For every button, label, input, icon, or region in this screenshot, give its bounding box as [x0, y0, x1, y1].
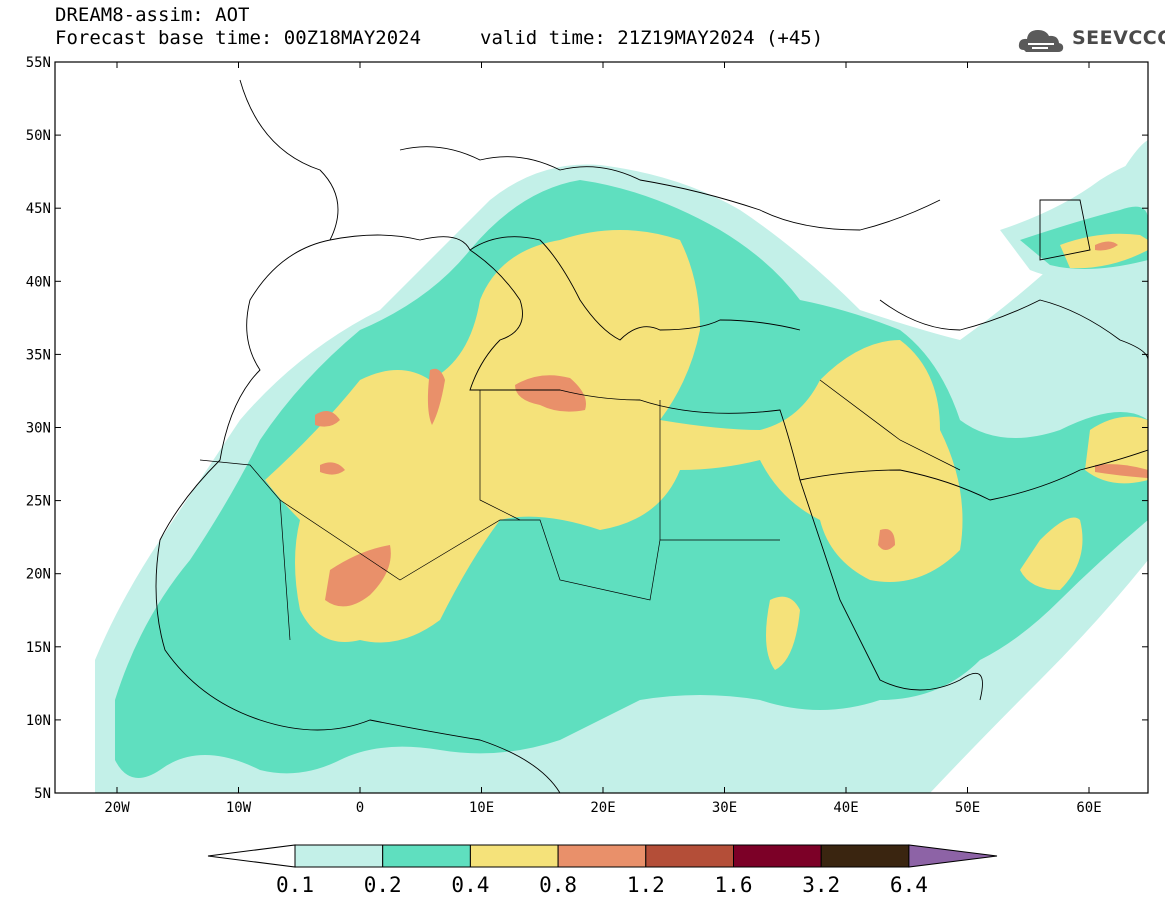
colorbar-label: 1.2	[627, 873, 665, 897]
coastlines	[155, 79, 1148, 793]
latitude-axis: 55N 50N 45N 40N 35N 30N 25N 20N 15N 10N 5N	[26, 55, 1148, 802]
lat-label: 30N	[26, 421, 51, 437]
borders	[199, 379, 961, 641]
colorbar-segment	[733, 844, 822, 868]
colorbar-segment	[645, 844, 734, 868]
lat-label: 5N	[34, 786, 51, 802]
lat-label: 15N	[26, 640, 51, 656]
colorbar-segment	[557, 844, 647, 868]
lat-label: 50N	[26, 128, 51, 144]
base-time-label: Forecast base time: 00Z18MAY2024	[55, 27, 422, 49]
lat-label: 25N	[26, 494, 51, 510]
lon-label: 10E	[469, 800, 494, 816]
lat-label: 45N	[26, 201, 51, 217]
colorbar-segment	[820, 844, 910, 868]
colorbar-label: 0.2	[364, 873, 402, 897]
colorbar-segment	[294, 844, 384, 868]
lon-label: 30E	[712, 800, 737, 816]
lat-label: 40N	[26, 274, 51, 290]
lat-label: 35N	[26, 347, 51, 363]
valid-time-label: valid time: 21Z19MAY2024 (+45)	[480, 27, 824, 49]
lat-label: 55N	[26, 55, 51, 71]
colorbar-label: 1.6	[715, 873, 753, 897]
longitude-axis: 20W 10W 0 10E 20E 30E 40E 50E 60E	[104, 62, 1102, 816]
aot-band-0.8	[315, 241, 1148, 607]
map-title: DREAM8-assim: AOT	[55, 4, 250, 26]
cloud-icon	[1018, 30, 1064, 52]
lon-label: 20E	[590, 800, 615, 816]
colorbar-segment	[207, 844, 296, 868]
lon-label: 0	[356, 800, 364, 816]
colorbar-segment	[908, 844, 998, 868]
colorbar-label: 0.8	[539, 873, 577, 897]
colorbar-segment	[382, 844, 471, 868]
lon-label: 40E	[833, 800, 858, 816]
logo-text: SEEVCCC	[1072, 27, 1165, 49]
colorbar-segment	[469, 844, 559, 868]
lat-label: 10N	[26, 713, 51, 729]
lon-label: 50E	[955, 800, 980, 816]
lon-label: 10W	[226, 800, 252, 816]
colorbar-label: 3.2	[802, 873, 840, 897]
lat-label: 20N	[26, 567, 51, 583]
lon-label: 60E	[1076, 800, 1101, 816]
colorbar-label: 6.4	[890, 873, 928, 897]
colorbar-label: 0.4	[451, 873, 489, 897]
colorbar-label: 0.1	[276, 873, 314, 897]
lon-label: 20W	[104, 800, 130, 816]
